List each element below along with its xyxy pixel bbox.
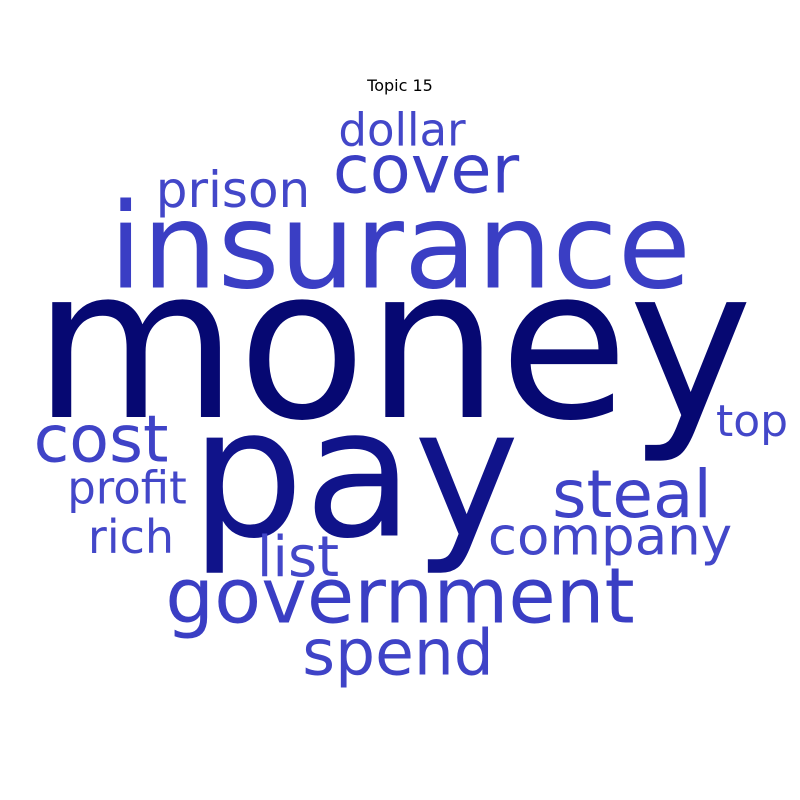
word-company: company [487, 506, 733, 568]
word-prison: prison [155, 161, 311, 219]
word-money: money [33, 222, 753, 467]
word-list: list [256, 525, 340, 590]
word-steal: steal [552, 456, 712, 533]
word-pay: pay [190, 370, 520, 579]
word-dollar: dollar [338, 103, 466, 157]
word-spend: spend [302, 616, 494, 690]
word-rich: rich [87, 510, 175, 564]
chart-title: Topic 15 [367, 76, 433, 95]
word-government: government [165, 552, 635, 642]
word-insurance: insurance [109, 178, 691, 317]
word-top: top [715, 396, 789, 447]
word-cost: cost [33, 402, 169, 478]
word-profit: profit [67, 461, 187, 515]
word-cover: cover [332, 130, 520, 209]
